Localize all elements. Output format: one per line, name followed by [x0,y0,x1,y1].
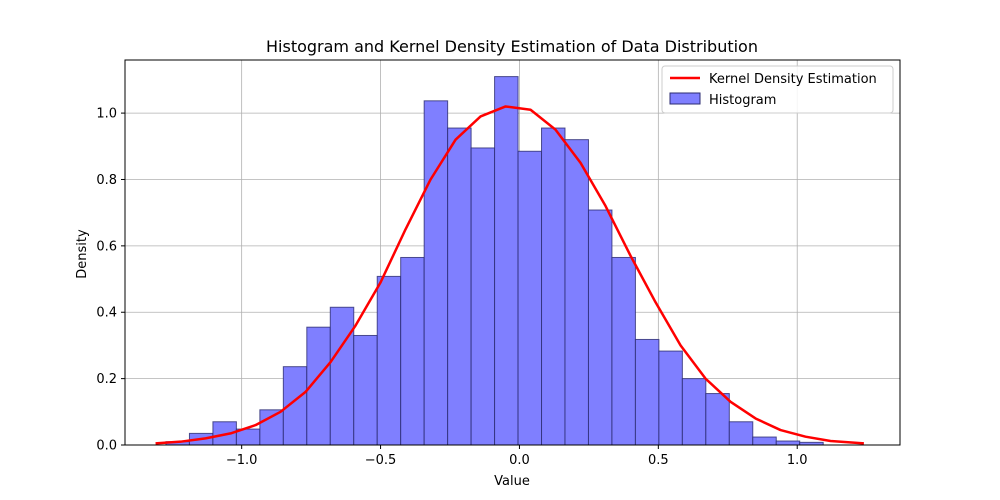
x-tick-label: 0.5 [648,453,669,468]
histogram-bar [752,436,777,446]
axis-ticks: −1.0 −0.5 0.0 0.5 1.0 0.0 0.2 0.4 0.6 0.8 1.0 [96,107,807,468]
kde-line [155,105,864,445]
histogram-bar [541,127,566,446]
chart-title: Histogram and Kernel Density Estimation … [266,37,758,56]
histogram-bar [728,421,754,446]
histogram-bar [587,209,613,446]
histogram-bar [353,334,378,446]
histogram-bar [658,350,683,446]
y-tick-label: 1.0 [96,107,117,122]
histogram-bar [400,256,425,446]
legend-box [661,65,894,114]
histogram-bar [376,275,402,446]
histogram-bar [634,338,660,446]
legend-kde-label: Kernel Density Estimation [709,72,877,87]
histogram-bar [681,378,707,446]
histogram-bar [705,393,730,446]
y-tick-label: 0.6 [96,239,117,254]
y-tick-label: 0.2 [96,372,117,387]
histogram-bar [494,76,519,446]
kde-series [155,105,864,445]
y-tick-label: 0.4 [96,306,117,321]
plot-frame [124,59,901,446]
legend-histogram-label: Histogram [709,93,776,108]
x-tick-label: −1.0 [226,453,258,468]
x-tick-label: −0.5 [365,453,397,468]
histogram-bar [329,306,355,446]
x-tick-label: 0.0 [509,453,530,468]
x-tick-label: 1.0 [787,453,808,468]
histogram-bar [447,127,472,446]
x-axis-label: Value [494,474,530,489]
histogram-bars [165,76,824,446]
histogram-bar [423,100,449,446]
histogram-bar [259,409,284,446]
y-tick-label: 0.8 [96,173,117,188]
histogram-bar [611,256,636,446]
histogram-bar [775,440,801,446]
y-tick-label: 0.0 [96,439,117,454]
legend-histogram-swatch [669,92,701,105]
histogram-bar [470,147,496,446]
y-axis-label: Density [75,229,90,279]
histogram-bar [564,139,589,446]
histogram-bar [517,150,543,446]
legend: Kernel Density Estimation Histogram [661,65,894,114]
